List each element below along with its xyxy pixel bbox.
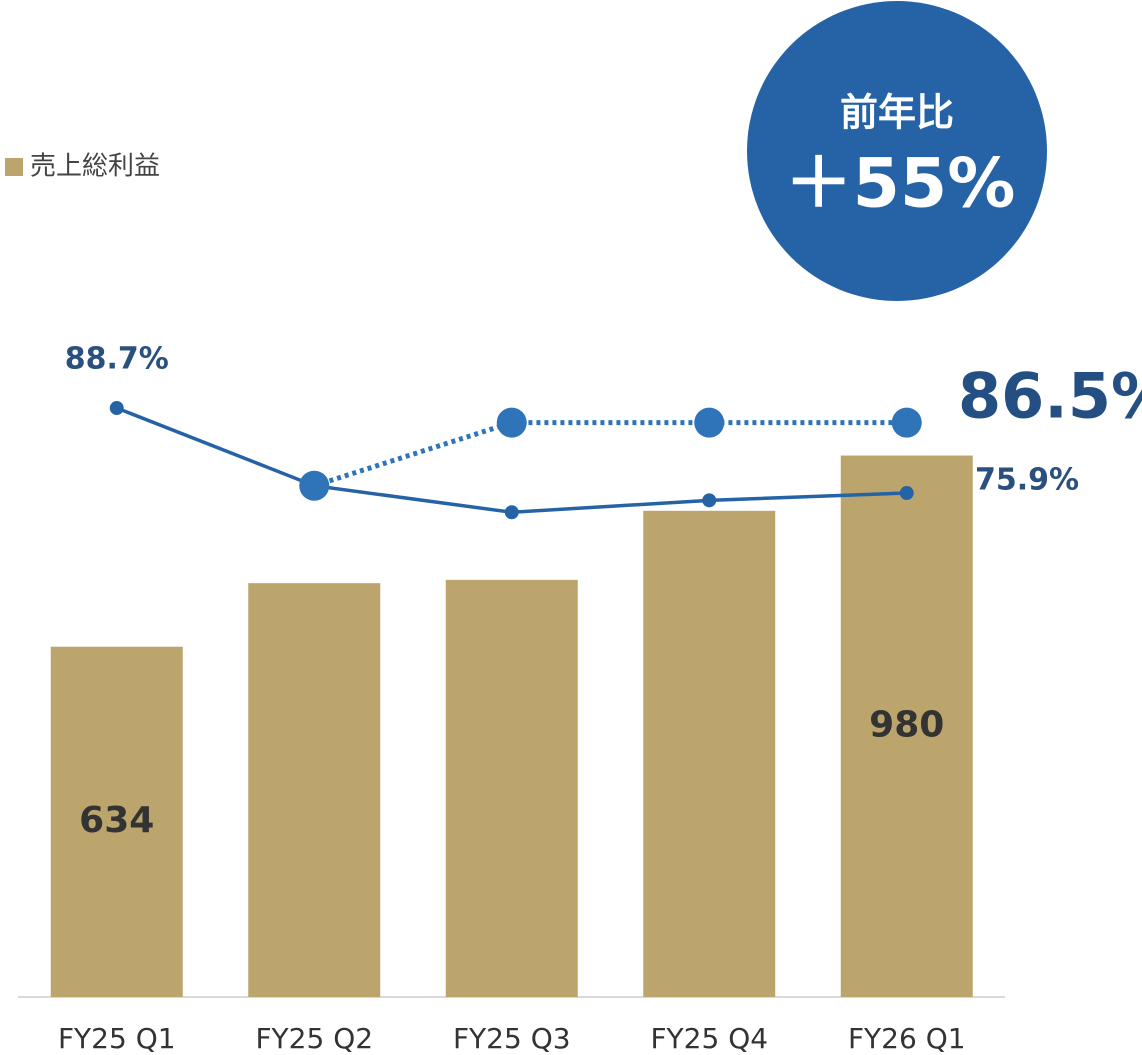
bar (248, 583, 381, 997)
badge-title: 前年比 (840, 91, 954, 135)
line-value-label: 88.7% (65, 342, 169, 377)
bar-value-label: 634 (79, 800, 154, 841)
bar (840, 455, 973, 997)
line-marker (891, 407, 922, 438)
bar (445, 579, 578, 997)
line-marker (694, 407, 725, 438)
x-tick-label: FY26 Q1 (848, 1022, 966, 1055)
line-marker (496, 407, 527, 438)
line-value-label: 75.9% (975, 463, 1079, 498)
line-marker (899, 486, 914, 501)
badge (747, 1, 1047, 301)
badge-value: ＋55% (785, 145, 1016, 224)
bar-value-label: 980 (869, 704, 944, 745)
x-tick-label: FY25 Q1 (58, 1022, 176, 1055)
x-tick-label: FY25 Q3 (453, 1022, 571, 1055)
line-marker (504, 505, 519, 520)
bar (50, 646, 183, 997)
line-marker (109, 401, 124, 416)
line (313, 420, 907, 489)
legend-swatch (5, 158, 23, 176)
line-marker (299, 470, 330, 501)
bar (643, 510, 776, 997)
line-value-label: 86.5% (958, 360, 1142, 433)
line-marker (702, 493, 717, 508)
x-tick-label: FY25 Q2 (255, 1022, 373, 1055)
legend-label: 売上総利益 (30, 152, 160, 182)
x-tick-label: FY25 Q4 (650, 1022, 768, 1055)
